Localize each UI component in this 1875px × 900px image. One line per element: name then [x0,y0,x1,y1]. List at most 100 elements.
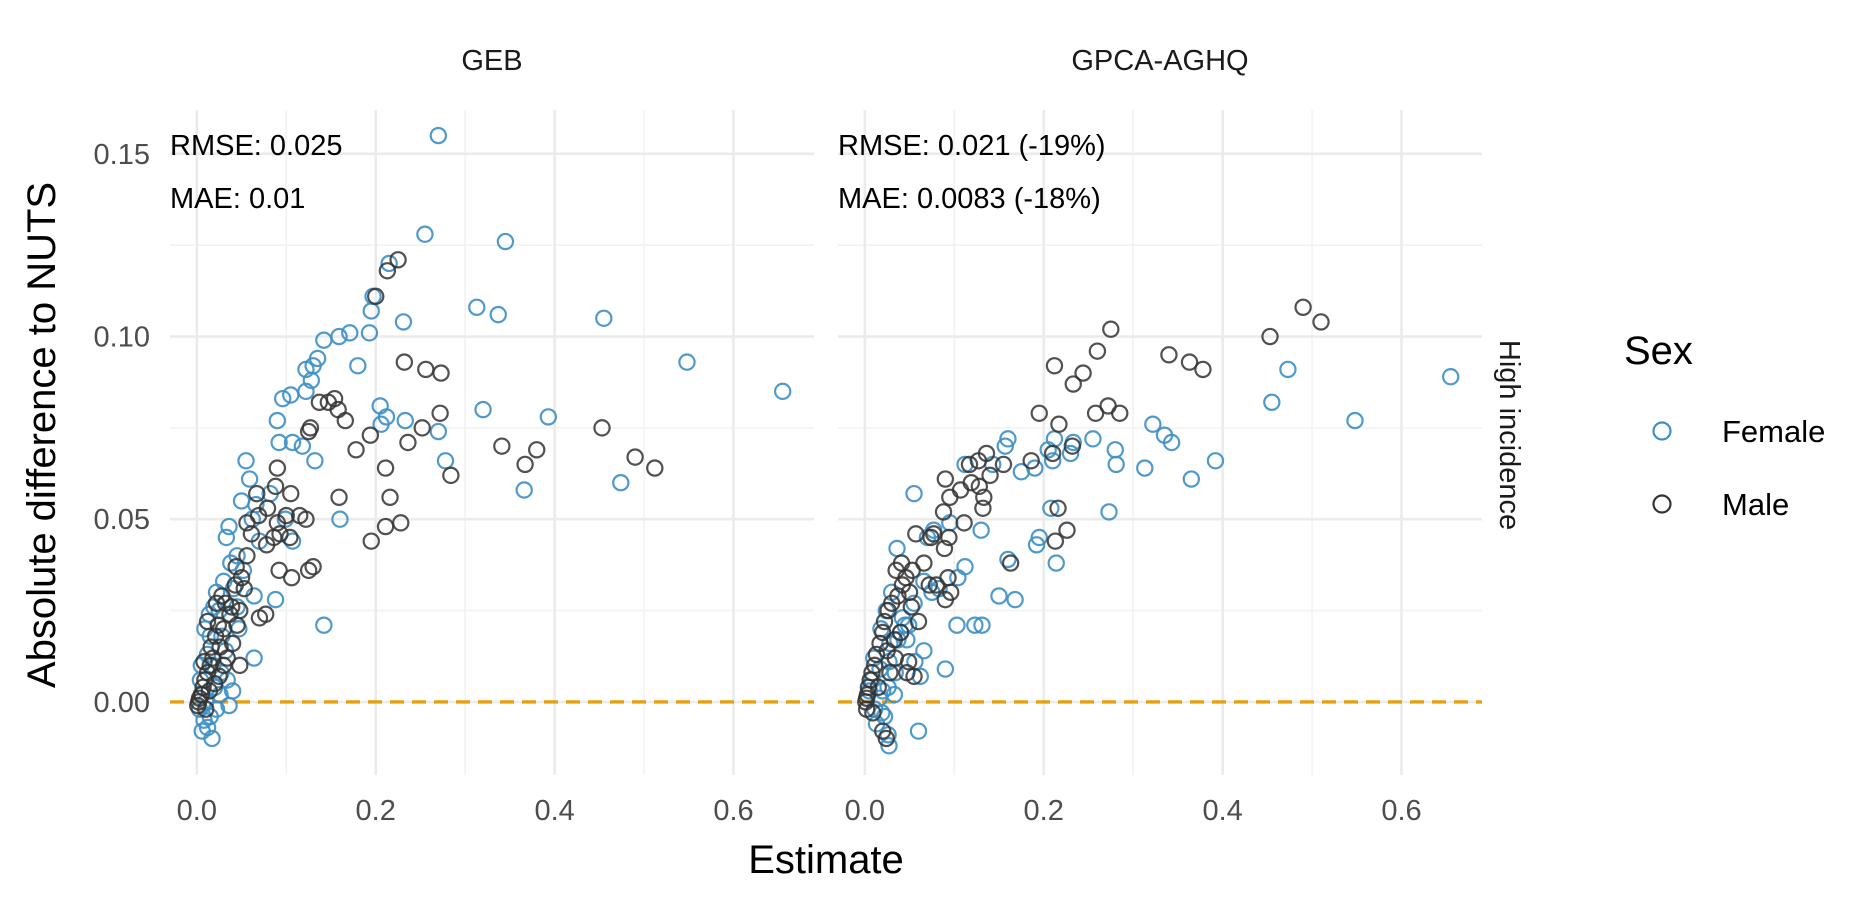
point-female [1012,463,1031,481]
point-male [257,536,276,554]
point-male [214,620,233,638]
point-male [336,411,355,430]
point-male [197,700,215,718]
point-female [1043,452,1062,470]
point-male [1058,521,1076,539]
row-strip-label: High incidence [1493,340,1525,530]
point-male [1111,404,1129,422]
point-male [198,612,217,631]
point-female [416,225,434,243]
point-male [493,437,511,455]
point-female [1107,455,1125,474]
point-male [898,663,916,682]
legend: Sex Female Male [1624,329,1825,522]
point-female [232,492,251,510]
point-male [221,605,239,623]
point-female [1136,459,1154,477]
panel-gpca-aghq: GPCA-AGHQ RMSE: 0.021 (-19%) MAE: 0.0083… [838,45,1482,775]
point-male [266,477,285,496]
point-male [282,484,300,503]
panel-gpca-aghq-title: GPCA-AGHQ [1071,45,1248,77]
point-female [1206,452,1225,470]
x-tick-label: 0.4 [1202,795,1242,827]
x-tick-label: 0.6 [1381,795,1421,827]
point-male [920,576,938,594]
point-female [429,126,448,145]
point-female [297,360,315,379]
point-female [315,331,333,349]
point-female [274,389,292,408]
point-female [915,642,933,660]
point-male [1102,320,1120,338]
point-female [372,415,390,433]
legend-title: Sex [1624,329,1693,373]
panel-geb-points [189,126,792,748]
point-male [646,459,664,477]
point-female [217,528,236,547]
point-female [341,324,359,342]
point-male [210,667,228,686]
point-female [360,324,379,342]
x-tick-label: 0.2 [356,795,396,827]
point-male [1050,415,1068,433]
point-male [347,441,365,459]
point-female [283,532,302,550]
point-female [909,722,928,740]
point-female [972,521,990,539]
point-male [1064,375,1082,393]
point-female [990,587,1008,605]
point-female [1441,368,1460,386]
point-male [869,678,887,697]
point-male [1022,452,1040,470]
point-male [899,653,918,671]
point-male [223,634,242,653]
point-female [1061,444,1080,463]
point-female [905,594,923,612]
point-male [1312,313,1330,331]
point-female [293,437,312,455]
point-male [227,558,245,576]
x-tick-label: 0.0 [177,795,217,827]
point-female [245,649,263,667]
point-female [220,696,238,715]
point-female [966,616,984,634]
panel-gpca-aghq-points [857,298,1460,755]
point-male [936,470,955,488]
point-female [240,470,259,488]
point-male [955,514,973,532]
point-female [773,382,792,401]
point-female [282,386,300,404]
point-female [349,357,367,375]
y-tick-label: 0.00 [94,687,150,719]
point-male [934,503,953,521]
point-male [268,459,287,477]
point-male [879,601,897,620]
point-female [885,685,904,704]
point-male [282,568,301,587]
point-female [996,437,1014,455]
point-male [431,404,449,422]
point-male [1049,499,1067,517]
point-female [1006,590,1024,609]
point-female [429,422,448,441]
point-female [270,433,288,452]
legend-key-male [1652,494,1672,514]
point-female [237,452,255,470]
point-male [516,455,534,474]
point-female [1042,499,1060,517]
point-male [330,488,348,507]
panel-geb-annotation-mae: MAE: 0.01 [170,183,305,215]
point-female [595,309,613,327]
point-male [270,561,288,580]
point-female [1144,415,1162,433]
point-female [905,484,923,503]
point-male [1030,404,1048,422]
point-male [909,612,928,631]
point-female [1039,441,1057,459]
point-male [376,517,395,536]
point-male [1160,346,1178,364]
point-female [220,517,238,536]
point-male [941,488,959,507]
point-male [378,262,397,280]
